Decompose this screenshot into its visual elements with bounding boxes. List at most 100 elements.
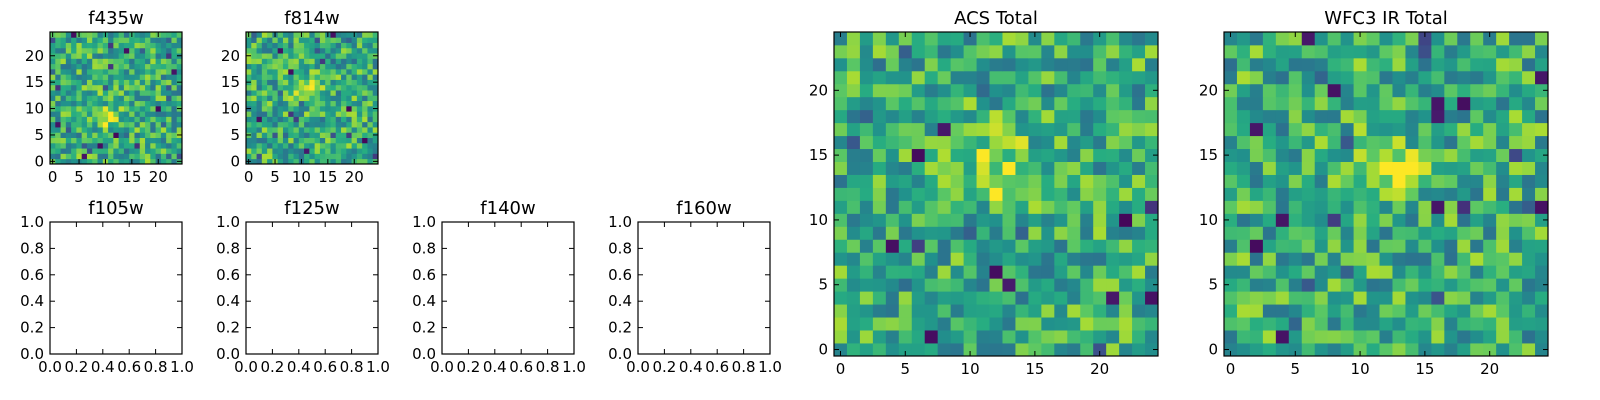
heatmap-cell xyxy=(1522,32,1536,46)
heatmap-cell xyxy=(272,105,279,112)
heatmap-cell xyxy=(1106,291,1120,305)
heatmap-cell xyxy=(1288,330,1303,344)
heatmap-cell xyxy=(1418,291,1432,305)
heatmap-cell xyxy=(108,142,114,149)
heatmap-cell xyxy=(139,63,146,70)
heatmap-cell xyxy=(1314,135,1329,150)
heatmap-cell xyxy=(92,79,98,86)
heatmap-cell xyxy=(963,44,977,59)
heatmap-cell xyxy=(1028,252,1042,266)
heatmap-cell xyxy=(872,96,887,111)
heatmap-cell xyxy=(1379,252,1393,266)
heatmap-cell xyxy=(963,122,977,137)
heatmap-cell xyxy=(1496,174,1510,188)
heatmap-cell xyxy=(335,37,342,43)
heatmap-cell xyxy=(362,153,368,160)
heatmap-cell xyxy=(1431,330,1445,344)
heatmap-cell xyxy=(1418,200,1432,214)
heatmap-cell xyxy=(1353,343,1367,357)
heatmap-cell xyxy=(160,84,167,91)
heatmap-cell xyxy=(1093,122,1107,137)
heatmap-cell xyxy=(176,116,183,123)
panel-title: f105w xyxy=(88,198,143,219)
heatmap-cell xyxy=(1535,317,1549,331)
heatmap-cell xyxy=(1327,343,1342,357)
heatmap-cell xyxy=(160,95,167,102)
x-tick-label: 1.0 xyxy=(562,358,586,376)
heatmap-cell xyxy=(1340,32,1354,46)
heatmap-cell xyxy=(108,116,114,123)
heatmap-cell xyxy=(872,83,887,98)
heatmap-cell xyxy=(76,58,83,65)
heatmap-cell xyxy=(911,44,926,59)
heatmap-cell xyxy=(1249,174,1264,188)
heatmap-cell xyxy=(1444,200,1458,214)
heatmap-cell xyxy=(102,42,109,49)
heatmap-cell xyxy=(319,53,326,59)
heatmap-cell xyxy=(55,137,61,144)
heatmap-cell xyxy=(102,90,109,96)
heatmap-cell xyxy=(272,148,279,154)
heatmap-cell xyxy=(102,121,109,128)
heatmap-cell xyxy=(1496,135,1510,150)
heatmap-cell xyxy=(1002,304,1016,318)
heatmap-cell xyxy=(134,47,141,54)
heatmap-cell xyxy=(911,187,926,201)
heatmap-cell xyxy=(1067,330,1081,344)
heatmap-cell xyxy=(1132,174,1146,188)
heatmap-cell xyxy=(261,95,268,102)
x-tick-label: 0 xyxy=(244,168,254,186)
heatmap-cell xyxy=(1028,187,1042,201)
heatmap-cell xyxy=(1392,200,1406,214)
heatmap-cell xyxy=(1431,109,1445,124)
heatmap-cell xyxy=(251,127,257,133)
heatmap-cell xyxy=(1224,265,1238,279)
heatmap-cell xyxy=(134,100,141,107)
heatmap-cell xyxy=(1327,317,1342,331)
heatmap-cell xyxy=(1379,96,1393,111)
heatmap-cell xyxy=(367,58,374,65)
heatmap-cell xyxy=(261,74,268,80)
heatmap-cell xyxy=(166,32,172,38)
heatmap-cell xyxy=(166,79,172,86)
heatmap-cell xyxy=(1444,135,1458,150)
heatmap-cell xyxy=(97,90,104,96)
heatmap-cell xyxy=(898,213,913,227)
heatmap-cell xyxy=(1366,239,1380,253)
heatmap-cell xyxy=(81,90,88,96)
heatmap-cell xyxy=(65,132,72,138)
heatmap-cell xyxy=(123,142,130,149)
heatmap-cell xyxy=(1314,32,1329,46)
heatmap-cell xyxy=(1002,57,1016,72)
heatmap-cell xyxy=(1496,200,1510,214)
heatmap-cell xyxy=(1067,226,1081,240)
heatmap-cell xyxy=(50,116,56,123)
heatmap-cell xyxy=(1327,174,1342,188)
x-tick-label: 0.0 xyxy=(38,358,62,376)
heatmap-cell xyxy=(335,32,342,38)
heatmap-cell xyxy=(885,109,900,124)
heatmap-cell xyxy=(150,84,156,91)
heatmap-cell xyxy=(118,58,125,65)
heatmap-cell xyxy=(362,84,368,91)
heatmap-cell xyxy=(846,83,861,98)
heatmap-cell xyxy=(1535,304,1549,318)
heatmap-cell xyxy=(65,95,72,102)
heatmap-cell xyxy=(976,135,990,150)
heatmap-cell xyxy=(1353,278,1367,292)
heatmap-cell xyxy=(71,42,77,49)
heatmap-cell xyxy=(1340,265,1354,279)
heatmap-cell xyxy=(293,127,300,133)
heatmap-cell xyxy=(335,74,342,80)
heatmap-cell xyxy=(304,53,310,59)
heatmap-cell xyxy=(846,122,861,137)
heatmap-cell xyxy=(1041,135,1055,150)
heatmap-cell xyxy=(834,148,848,162)
heatmap-cell xyxy=(1522,343,1536,357)
heatmap-cell xyxy=(1132,122,1146,137)
heatmap-cell xyxy=(963,96,977,111)
heatmap-cell xyxy=(118,42,125,49)
heatmap-cell xyxy=(335,100,342,107)
heatmap-cell xyxy=(108,137,114,144)
heatmap-cell xyxy=(134,142,141,149)
